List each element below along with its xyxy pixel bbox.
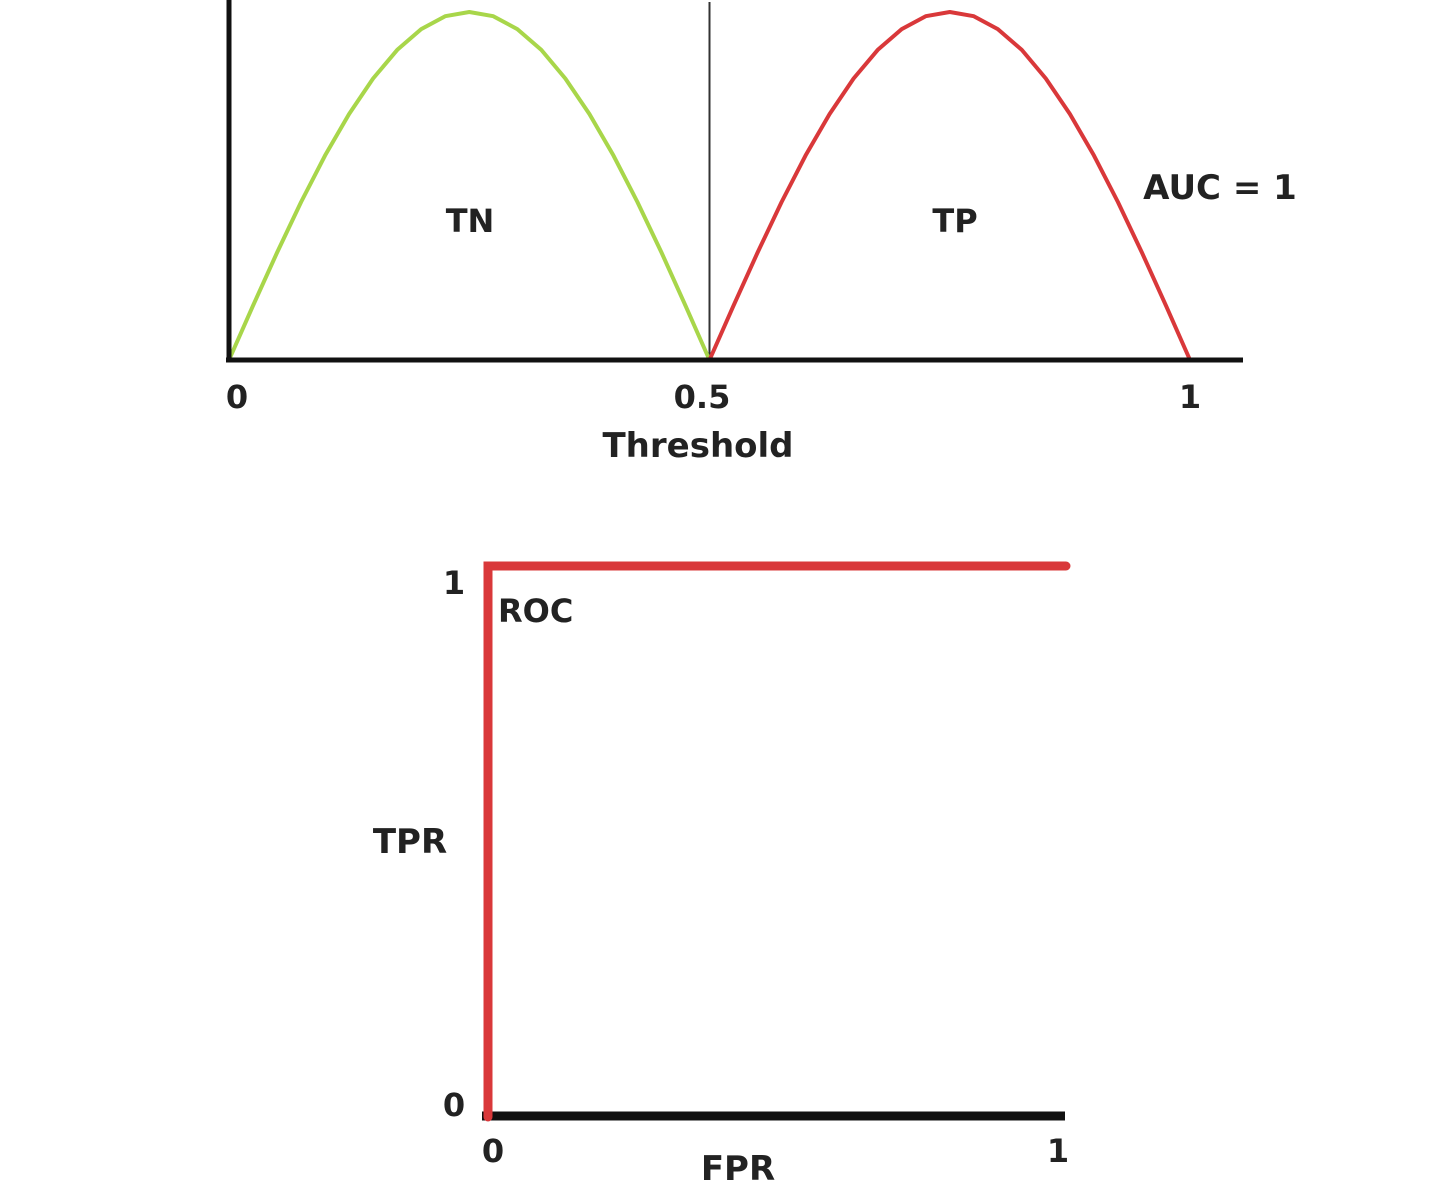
top-x-tick-label: 0 (226, 378, 248, 416)
tp-distribution-curve (707, 10, 1192, 361)
roc-y-tick-label: 0 (443, 1086, 465, 1124)
roc-plot-area (483, 561, 1071, 1122)
auc-annotation: AUC = 1 (1143, 168, 1297, 208)
top-x-tick-label: 1 (1179, 378, 1201, 416)
tp-series-label: TP (932, 202, 977, 240)
roc-y-axis-title: TPR (373, 822, 447, 862)
roc-x-axis-title: FPR (701, 1149, 775, 1183)
roc-y-tick-label: 1 (443, 564, 465, 602)
roc-chart: 1 0 0 1 TPR FPR ROC (373, 561, 1071, 1183)
tn-distribution-curve (227, 10, 712, 361)
roc-curve (483, 561, 1071, 1122)
top-plot-area (227, 2, 1192, 361)
roc-curve-label: ROC (498, 592, 573, 630)
roc-x-tick-label: 0 (482, 1132, 504, 1170)
roc-x-tick-label: 1 (1047, 1132, 1069, 1170)
tn-series-label: TN (446, 202, 495, 240)
top-x-tick-label: 0.5 (674, 378, 731, 416)
top-x-axis-title: Threshold (602, 426, 793, 466)
threshold-distribution-chart: 0 0.5 1 Threshold TN TP AUC = 1 (226, 0, 1297, 466)
